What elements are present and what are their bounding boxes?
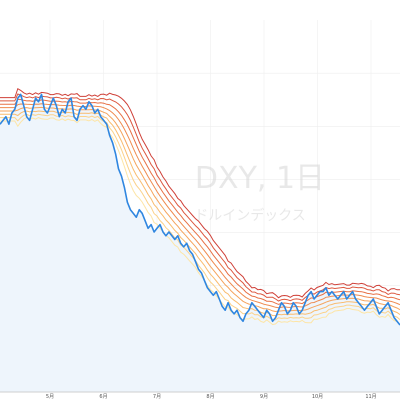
x-tick-label: 8月: [206, 394, 214, 400]
ribbon-band-7: [0, 93, 400, 302]
x-tick-label: 10月: [312, 394, 323, 400]
x-tick-label: 7月: [153, 394, 161, 400]
ribbon-band-6: [0, 98, 400, 305]
ribbon-band-3: [0, 110, 400, 317]
watermark-title: DXY, 1日: [195, 161, 325, 196]
ribbon-band-2: [0, 113, 400, 321]
x-tick-label: 11月: [365, 394, 376, 400]
ribbon-band-1: [0, 117, 400, 326]
price-line: [0, 93, 400, 326]
x-tick-label: 9月: [260, 394, 268, 400]
x-axis-ticks: 5月 6月 7月 8月 9月 10月 11月: [46, 394, 377, 400]
watermark-subtitle: ドルインデックス: [194, 207, 306, 224]
ribbon-band-8: [0, 87, 400, 299]
price-area-fill: [0, 94, 400, 393]
x-tick-label: 5月: [46, 394, 54, 400]
x-tick-label: 6月: [99, 394, 107, 400]
